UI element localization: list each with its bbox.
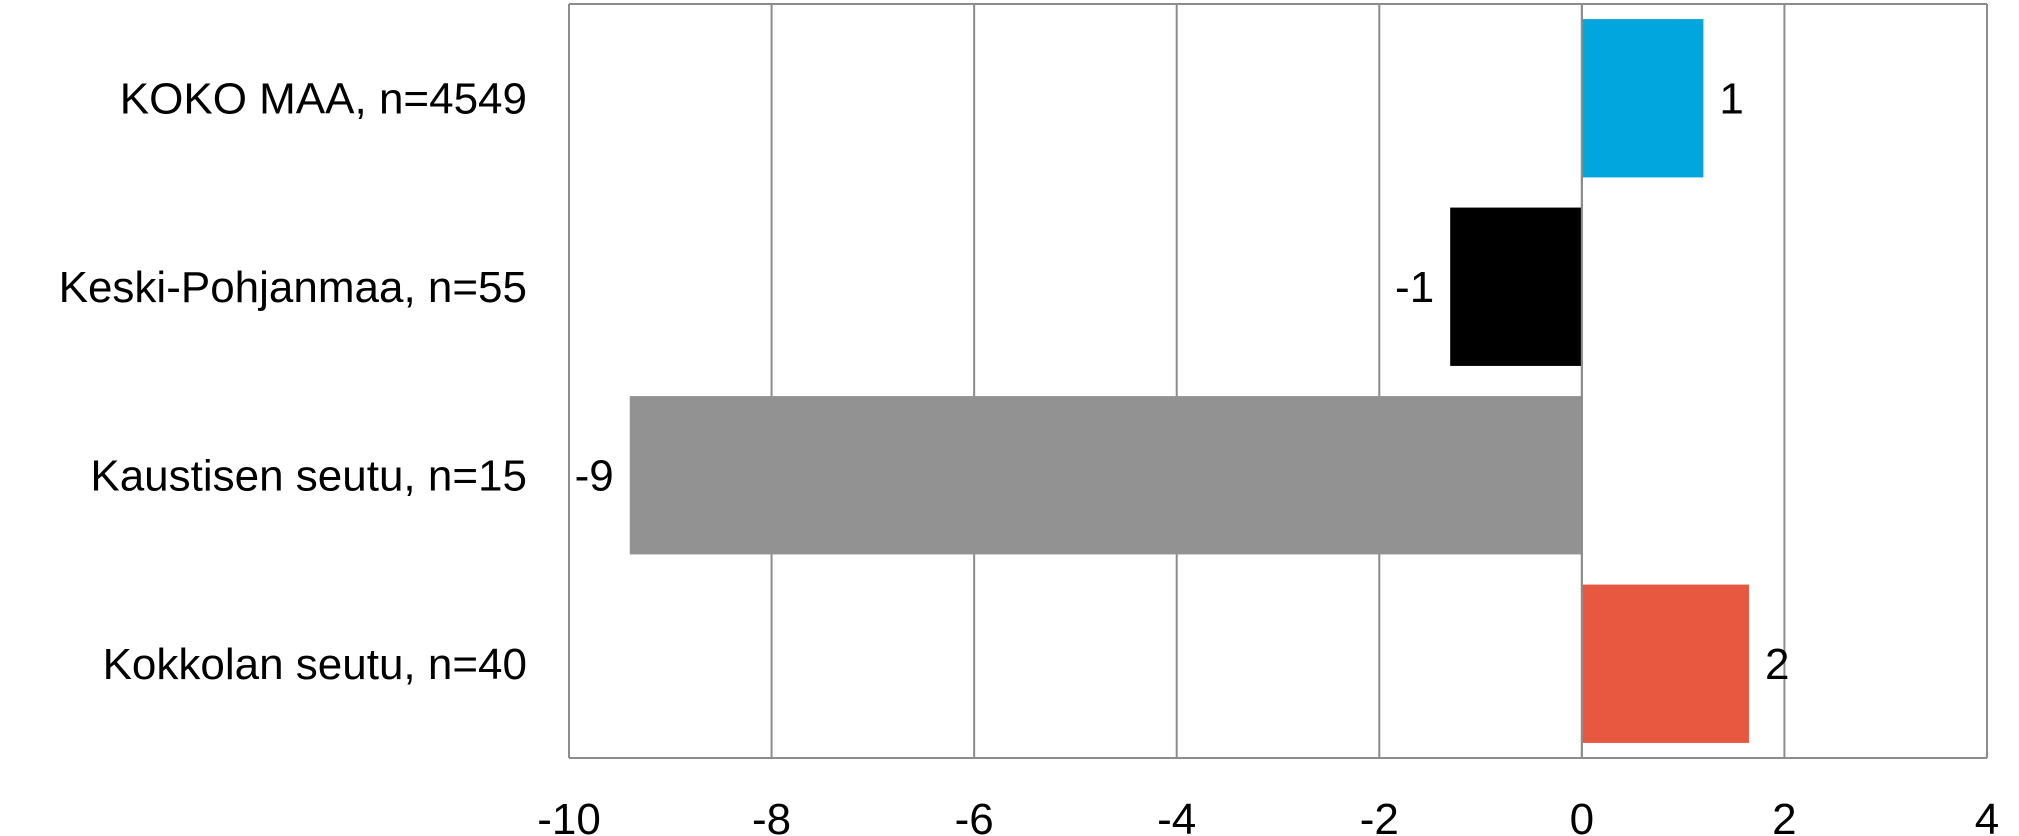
category-label-0: KOKO MAA, n=4549 <box>120 74 527 123</box>
data-label-0: 1 <box>1719 74 1743 123</box>
x-tick-label-6: 2 <box>1772 795 1796 836</box>
category-label-2: Kaustisen seutu, n=15 <box>90 451 527 500</box>
bar-2 <box>629 396 1582 555</box>
category-label-3: Kokkolan seutu, n=40 <box>103 640 527 689</box>
data-label-3: 2 <box>1765 640 1789 689</box>
data-label-2: -9 <box>575 451 614 500</box>
x-tick-label-1: -8 <box>752 795 791 836</box>
data-label-1: -1 <box>1395 263 1434 312</box>
category-label-1: Keski-Pohjanmaa, n=55 <box>59 263 527 312</box>
x-tick-label-2: -6 <box>955 795 994 836</box>
x-tick-label-7: 4 <box>1975 795 1999 836</box>
bar-1 <box>1450 207 1582 366</box>
bar-0 <box>1581 19 1704 178</box>
x-tick-label-0: -10 <box>537 795 601 836</box>
bar-3 <box>1581 584 1749 743</box>
x-tick-label-4: -2 <box>1360 795 1399 836</box>
x-tick-label-5: 0 <box>1570 795 1594 836</box>
x-tick-label-3: -4 <box>1157 795 1196 836</box>
